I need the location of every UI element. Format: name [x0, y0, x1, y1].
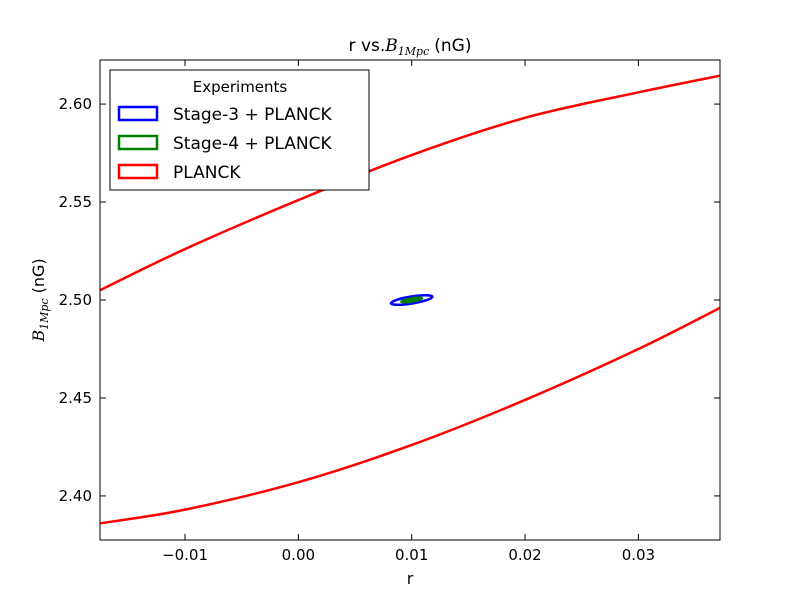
legend-swatch-planck: [117, 163, 159, 180]
chart-title: r vs.B1Mpc (nG): [349, 36, 472, 58]
axis-ticks: −0.01 0.00 0.01 0.02 0.03 2.40 2.45 2.50 2.55 2.6…: [59, 60, 720, 564]
planck-contour-lower: [100, 306, 720, 525]
x-tick-label: 0.01: [395, 546, 428, 564]
x-tick-label: 0.00: [282, 546, 315, 564]
y-tick-label: 2.50: [59, 291, 92, 309]
legend-box: [109, 69, 370, 191]
legend-label-stage4: Stage-4 + PLANCK: [173, 134, 332, 154]
y-tick-label: 2.45: [59, 389, 92, 407]
x-tick-label: 0.03: [622, 546, 655, 564]
x-axis-label: r: [407, 569, 414, 588]
stage4-ellipse: [400, 296, 424, 304]
x-tick-label: −0.01: [162, 546, 208, 564]
y-tick-label: 2.60: [59, 95, 92, 113]
legend-title: Experiments: [193, 78, 288, 96]
legend-swatch-stage3: [117, 105, 159, 122]
planck-contour-upper: [100, 74, 720, 292]
legend: Experiments Stage-3 + PLANCK Stage-4 + P…: [109, 69, 370, 191]
x-tick-label: 0.02: [508, 546, 541, 564]
stage3-ellipse: [389, 293, 434, 307]
legend-swatch-stage4: [117, 134, 159, 151]
legend-label-planck: PLANCK: [173, 163, 241, 183]
y-tick-label: 2.55: [59, 193, 92, 211]
y-tick-label: 2.40: [59, 487, 92, 505]
y-axis-label: B1Mpc(nG): [29, 258, 51, 342]
plot-data: [100, 74, 720, 525]
legend-label-stage3: Stage-3 + PLANCK: [173, 105, 332, 125]
